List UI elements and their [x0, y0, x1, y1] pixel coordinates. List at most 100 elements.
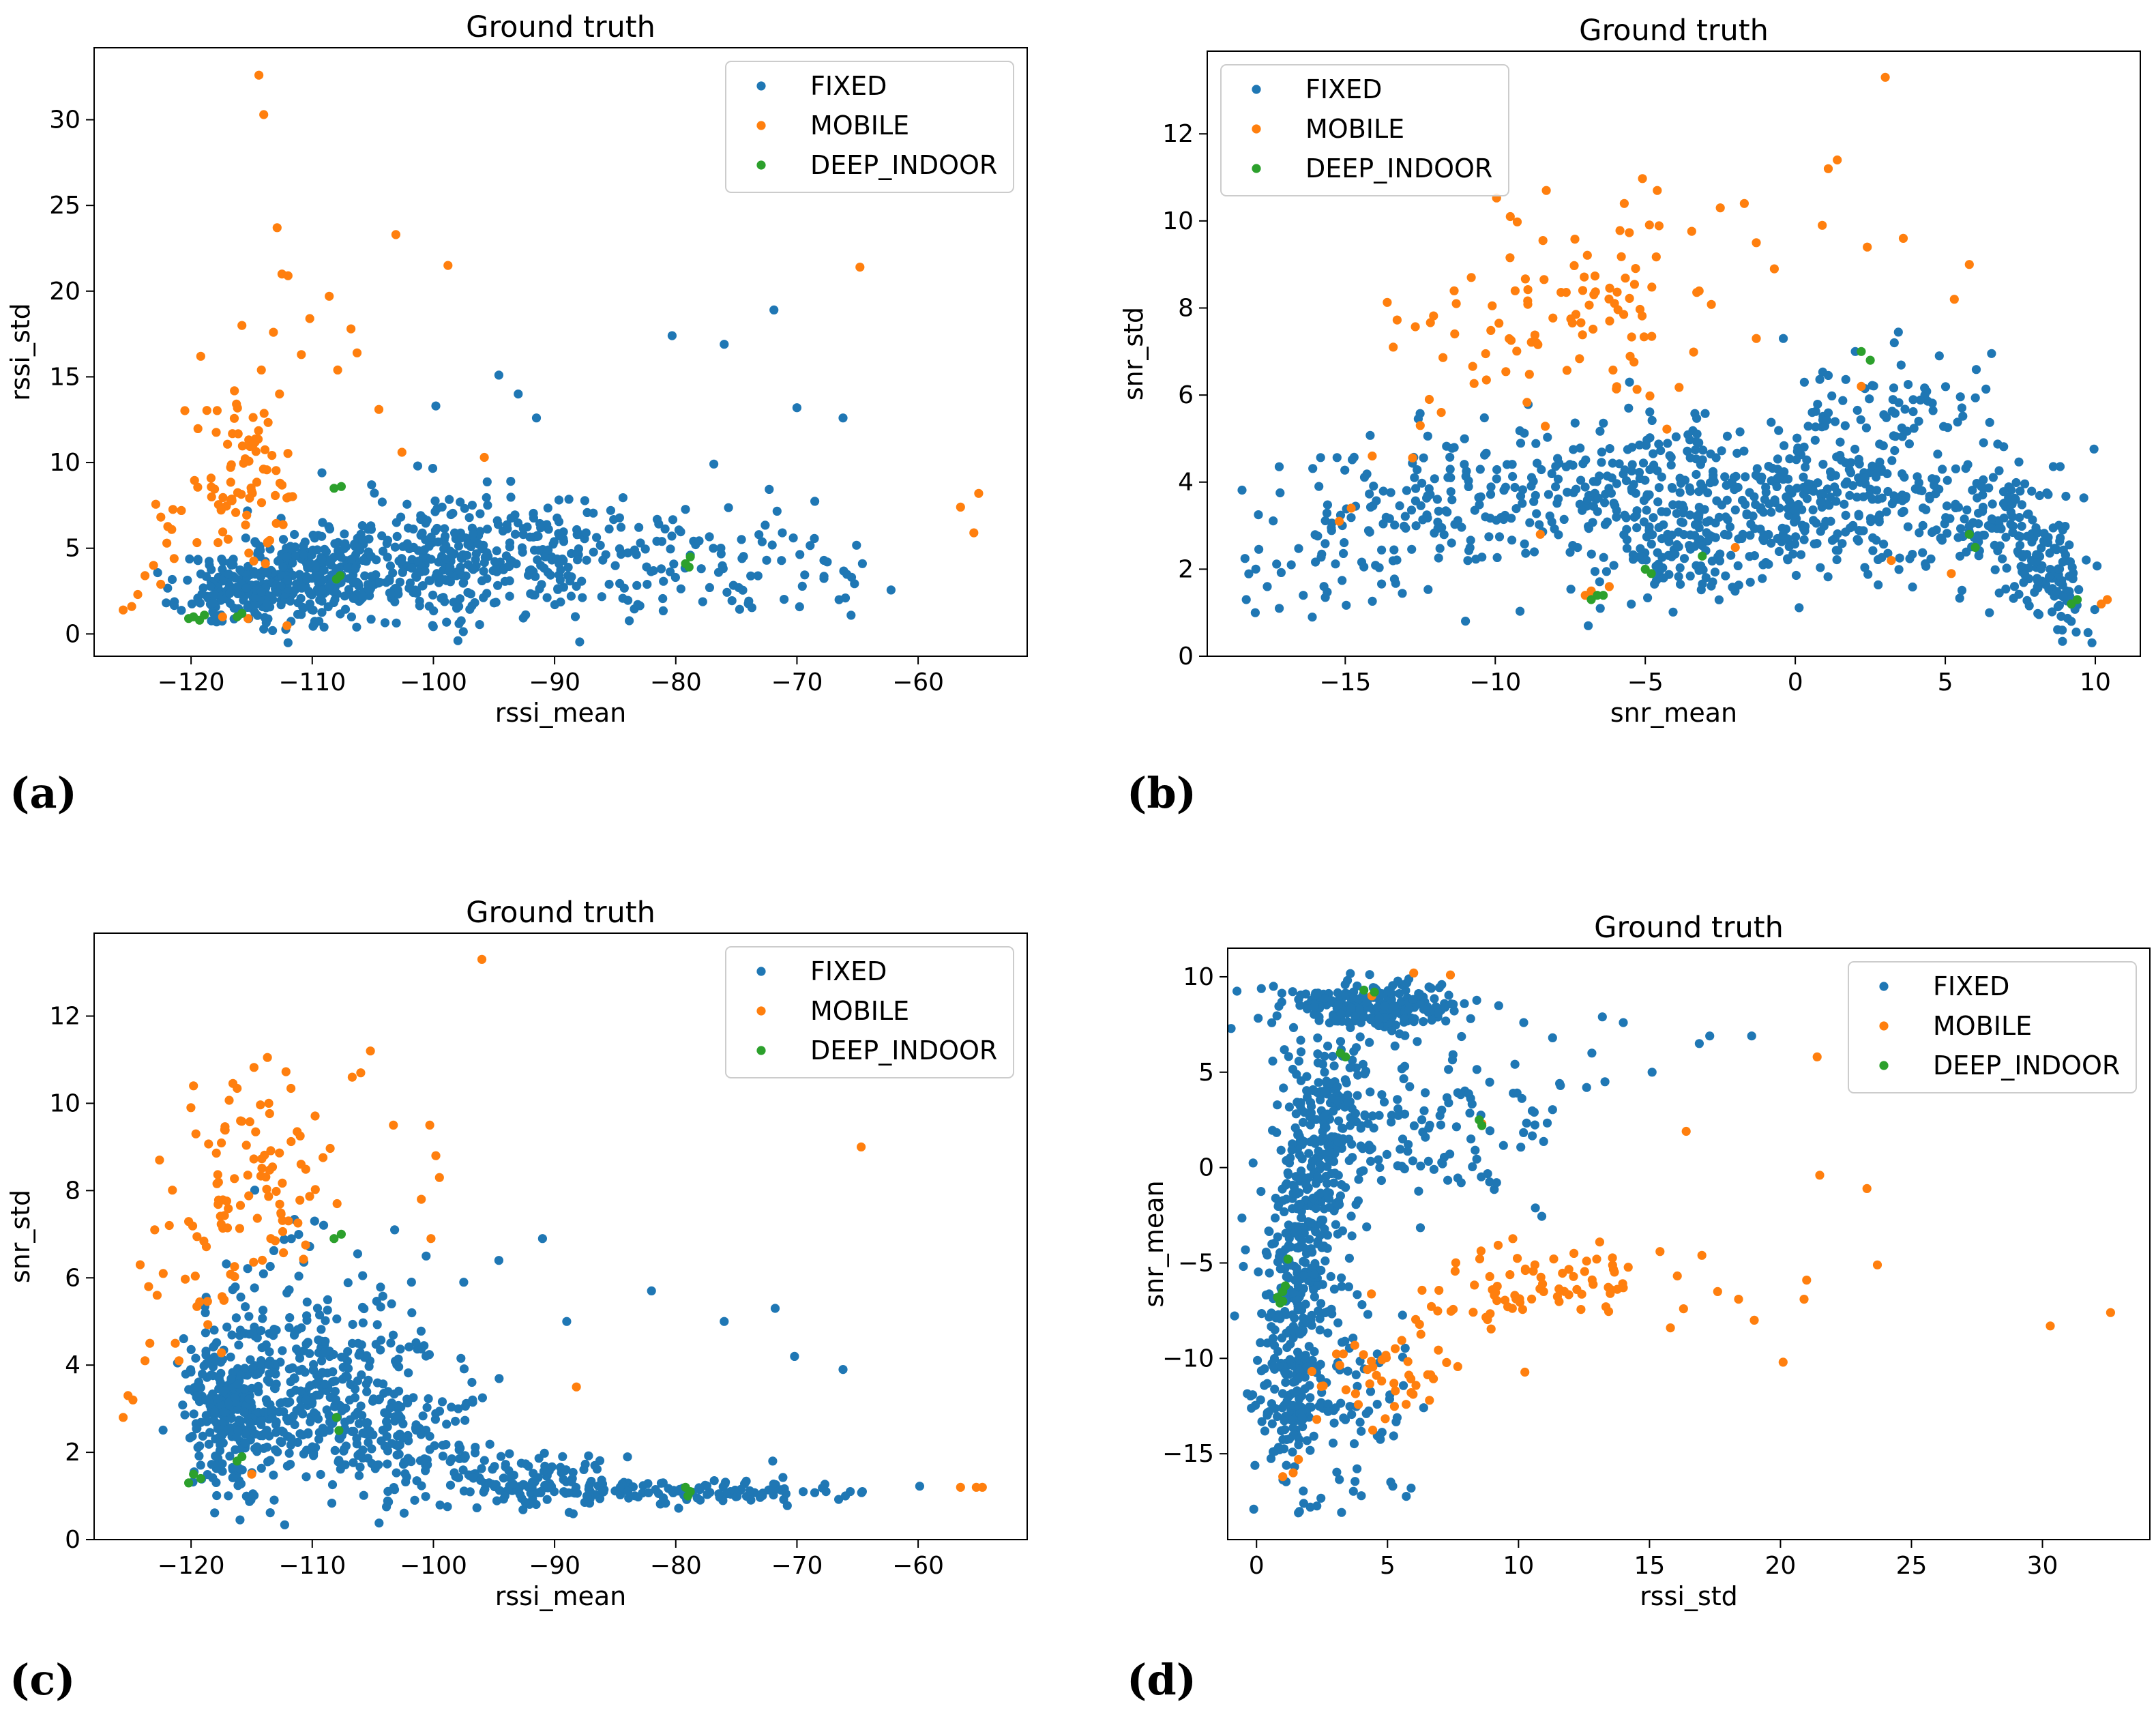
- data-point: [336, 609, 345, 619]
- y-tick-label: 15: [49, 363, 80, 391]
- data-point: [597, 1475, 606, 1485]
- data-point: [1531, 490, 1540, 500]
- data-point: [1593, 507, 1602, 516]
- data-point: [735, 604, 744, 614]
- data-point: [1313, 531, 1323, 541]
- data-point: [539, 1467, 549, 1476]
- data-point: [1348, 1334, 1358, 1343]
- data-point: [1569, 1248, 1579, 1258]
- data-point: [294, 1230, 304, 1239]
- data-point: [319, 1220, 329, 1230]
- data-point: [1357, 1491, 1366, 1501]
- data-point: [1685, 483, 1694, 493]
- data-point: [490, 1462, 499, 1471]
- data-point: [241, 583, 252, 593]
- data-point: [709, 459, 719, 469]
- data-point: [2048, 462, 2058, 471]
- data-point: [385, 588, 395, 598]
- data-point: [1822, 415, 1832, 425]
- data-point: [1331, 1349, 1342, 1359]
- data-point: [1535, 529, 1545, 539]
- data-point: [1614, 459, 1624, 469]
- data-point: [2036, 564, 2046, 574]
- data-point: [1913, 472, 1922, 482]
- data-point: [260, 445, 270, 454]
- data-point: [1451, 1122, 1461, 1132]
- data-point: [1419, 1017, 1428, 1027]
- data-point: [431, 1409, 441, 1418]
- data-point: [319, 622, 329, 632]
- data-point: [1539, 275, 1549, 284]
- data-point: [246, 1355, 255, 1364]
- data-point: [1956, 524, 1966, 533]
- data-point: [483, 501, 492, 510]
- data-point: [1848, 481, 1858, 490]
- data-point: [1549, 1254, 1559, 1264]
- data-point: [429, 606, 439, 616]
- data-point: [839, 566, 848, 576]
- data-point: [383, 1446, 393, 1456]
- data-point: [424, 1394, 433, 1404]
- data-point: [205, 557, 214, 566]
- data-point: [1890, 445, 1900, 456]
- data-point: [1832, 555, 1842, 565]
- data-point: [272, 587, 282, 597]
- data-point: [1299, 591, 1308, 600]
- data-point: [1703, 488, 1713, 498]
- data-point: [399, 1508, 409, 1518]
- data-point: [332, 1199, 342, 1209]
- data-point: [1444, 990, 1453, 1000]
- data-point: [1468, 1308, 1478, 1317]
- data-point: [456, 497, 465, 507]
- data-point: [1416, 1161, 1426, 1171]
- data-point: [1348, 1486, 1358, 1496]
- data-point: [377, 531, 387, 541]
- data-point: [1619, 1283, 1628, 1293]
- data-point: [183, 575, 192, 585]
- data-point: [1327, 1304, 1336, 1314]
- data-point: [1320, 1112, 1329, 1121]
- data-point: [1780, 534, 1790, 544]
- data-point: [1336, 1398, 1346, 1408]
- data-point: [284, 492, 294, 502]
- data-point: [1449, 1304, 1458, 1314]
- data-point: [1868, 533, 1878, 543]
- data-point: [454, 1445, 464, 1454]
- data-point: [1674, 542, 1683, 552]
- data-point: [1909, 424, 1919, 433]
- data-point: [1493, 1240, 1503, 1250]
- data-point: [1707, 299, 1716, 309]
- data-point: [1323, 1407, 1333, 1416]
- y-tick-label: 10: [49, 449, 80, 477]
- data-point: [482, 589, 492, 598]
- data-point: [1275, 604, 1284, 613]
- data-point: [2008, 527, 2018, 538]
- data-point: [1654, 483, 1664, 493]
- data-point: [1271, 1213, 1280, 1223]
- data-point: [380, 618, 390, 628]
- data-point: [660, 524, 670, 534]
- data-point: [1348, 1153, 1357, 1162]
- data-point: [1653, 466, 1662, 475]
- data-point: [1645, 433, 1655, 443]
- data-point: [2061, 491, 2071, 501]
- data-point: [1676, 579, 1685, 589]
- data-point: [245, 1329, 254, 1339]
- data-point: [1471, 1145, 1480, 1155]
- data-point: [1343, 1090, 1353, 1100]
- data-point: [1838, 396, 1848, 405]
- data-point: [667, 331, 677, 340]
- data-point: [599, 1487, 608, 1497]
- data-point: [1891, 432, 1900, 441]
- data-point: [257, 1164, 267, 1173]
- data-point: [1273, 1100, 1282, 1110]
- data-point: [722, 587, 732, 597]
- data-point: [1790, 517, 1799, 527]
- data-point: [301, 572, 311, 581]
- data-point: [956, 502, 965, 512]
- data-point: [226, 1413, 236, 1423]
- data-point: [248, 1364, 257, 1373]
- data-point: [291, 551, 300, 561]
- data-point: [245, 1117, 254, 1127]
- data-point: [1343, 1098, 1353, 1107]
